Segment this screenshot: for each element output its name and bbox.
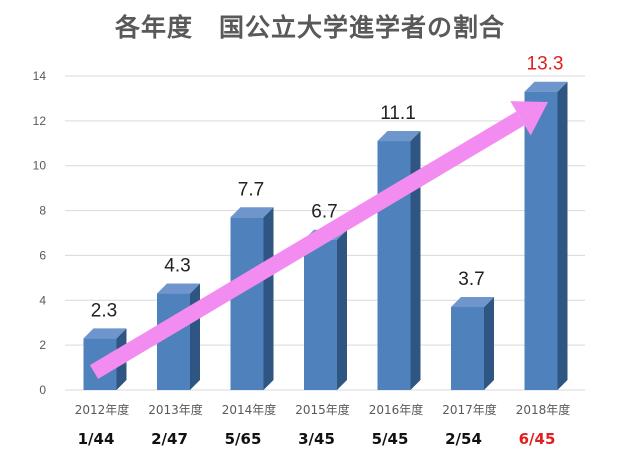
ratio-label: 3/45 xyxy=(298,430,335,448)
data-label: 11.1 xyxy=(380,103,416,124)
x-tick-label: 2018年度 xyxy=(516,402,571,417)
data-label: 6.7 xyxy=(311,202,337,223)
ratio-labels: 1/44 2/47 5/65 3/45 5/45 2/54 6/45 xyxy=(78,430,556,448)
x-tick-label: 2016年度 xyxy=(369,402,424,417)
ratio-label: 1/44 xyxy=(78,430,115,448)
bar-2016年度 xyxy=(377,131,421,391)
x-tick-label: 2014年度 xyxy=(222,402,277,417)
y-tick-label: 10 xyxy=(33,159,47,173)
bar-top xyxy=(377,131,421,142)
ratio-label: 5/45 xyxy=(372,430,409,448)
data-label: 3.7 xyxy=(458,269,484,290)
x-tick-label: 2012年度 xyxy=(75,402,130,417)
bar-side xyxy=(484,297,494,390)
y-tick-label: 14 xyxy=(33,69,47,83)
y-axis-tick-labels: 0 2 4 6 8 10 12 14 xyxy=(33,69,47,397)
arrow-head xyxy=(510,101,548,136)
chart-title: 各年度 国公立大学進学者の割合 xyxy=(114,13,505,42)
bar-side xyxy=(410,131,421,391)
bar-2014年度 xyxy=(230,207,274,390)
bar-side xyxy=(337,229,347,390)
bar-side xyxy=(263,207,274,390)
bar-top xyxy=(230,207,274,218)
bar-top xyxy=(524,81,568,92)
bar-2017年度 xyxy=(451,297,494,390)
data-label: 7.7 xyxy=(238,179,264,200)
bar-top xyxy=(451,297,494,308)
bar-top xyxy=(83,328,127,339)
bar-front xyxy=(304,239,337,390)
y-tick-label: 6 xyxy=(39,248,46,262)
data-label: 2.3 xyxy=(91,300,117,321)
ratio-label: 2/54 xyxy=(445,430,482,448)
bar-2015年度 xyxy=(304,229,347,390)
y-tick-label: 2 xyxy=(39,338,46,352)
y-tick-label: 8 xyxy=(39,204,46,218)
x-tick-label: 2015年度 xyxy=(295,402,350,417)
bar-front xyxy=(451,307,484,390)
bar-front xyxy=(524,91,558,390)
data-labels: 2.3 4.3 7.7 6.7 11.1 3.7 13.3 xyxy=(91,54,564,322)
bar-front xyxy=(157,293,190,390)
bar-front xyxy=(230,217,264,390)
trend-arrow xyxy=(89,101,548,379)
ratio-label: 6/45 xyxy=(519,430,556,448)
arrow-shaft xyxy=(89,111,525,379)
bar-side xyxy=(190,283,200,390)
y-tick-label: 12 xyxy=(33,114,47,128)
ratio-label: 2/47 xyxy=(151,430,188,448)
x-axis-tick-labels: 2012年度 2013年度 2014年度 2015年度 2016年度 2017年度 2018… xyxy=(75,402,571,417)
data-label: 13.3 xyxy=(527,54,564,75)
bar-side xyxy=(557,81,568,390)
ratio-label: 5/65 xyxy=(225,430,262,448)
y-tick-label: 0 xyxy=(39,383,46,397)
bar-2018年度 xyxy=(524,81,568,390)
data-label: 4.3 xyxy=(164,256,190,277)
bar-top xyxy=(157,283,200,294)
y-tick-label: 4 xyxy=(39,293,46,307)
x-tick-label: 2013年度 xyxy=(148,402,203,417)
x-tick-label: 2017年度 xyxy=(442,402,497,417)
